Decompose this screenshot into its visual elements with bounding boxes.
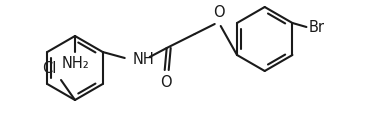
Text: O: O	[213, 5, 225, 20]
Text: NH₂: NH₂	[61, 56, 89, 71]
Text: Br: Br	[308, 20, 324, 35]
Text: O: O	[160, 75, 171, 90]
Text: Cl: Cl	[42, 61, 56, 76]
Text: NH: NH	[133, 53, 154, 68]
